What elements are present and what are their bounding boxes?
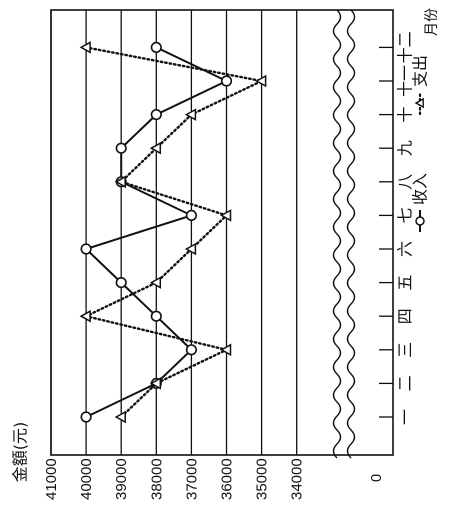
data-point-income (222, 76, 232, 86)
data-point-income (152, 311, 162, 321)
y-tick-label: 37000 (183, 458, 200, 500)
y-tick-label: 35000 (254, 458, 271, 500)
y-tick-label: 34000 (289, 458, 306, 500)
x-tick-label: 三 (396, 342, 415, 358)
x-tick-label: 四 (396, 308, 415, 324)
legend-label: 收入 (411, 173, 430, 205)
x-tick-label: 二 (396, 375, 415, 391)
y-tick-label: 41000 (43, 458, 60, 500)
data-point-income (81, 412, 91, 422)
x-tick-label: 七 (396, 207, 415, 223)
y-tick-label: 40000 (78, 458, 95, 500)
x-axis-title: 月份 (424, 8, 440, 36)
data-point-income (152, 110, 162, 120)
series-line-1 (86, 47, 262, 417)
x-tick-label: 五 (396, 275, 415, 291)
y-tick-label: 36000 (219, 458, 236, 500)
tick-labels: 41000 40000 39000 38000 37000 36000 35000 34000… (43, 31, 415, 500)
legend-swatch-marker (416, 217, 424, 225)
x-tick-label: 一 (396, 409, 415, 425)
legend-label: 支出 (411, 55, 430, 87)
grid-lines (51, 10, 297, 455)
data-point-income (116, 143, 126, 153)
x-tick-label: 十 (396, 107, 415, 123)
data-point-income (152, 43, 162, 53)
y-tick-label-zero: 0 (368, 474, 385, 482)
series-layer (81, 42, 266, 422)
data-point-income (187, 211, 197, 221)
y-tick-label: 38000 (148, 458, 165, 500)
data-point-income (187, 345, 197, 355)
x-tick-label: 六 (396, 241, 415, 257)
axis-break (334, 10, 355, 458)
data-point-income (81, 244, 91, 254)
legend-item-expense: 支出 (411, 55, 430, 114)
data-point-income (116, 278, 126, 288)
legend-swatch-marker (416, 99, 423, 107)
y-tick-label: 39000 (113, 458, 130, 500)
y-axis-title: 金額(元) (11, 422, 30, 483)
x-tick-label: 九 (396, 140, 415, 156)
